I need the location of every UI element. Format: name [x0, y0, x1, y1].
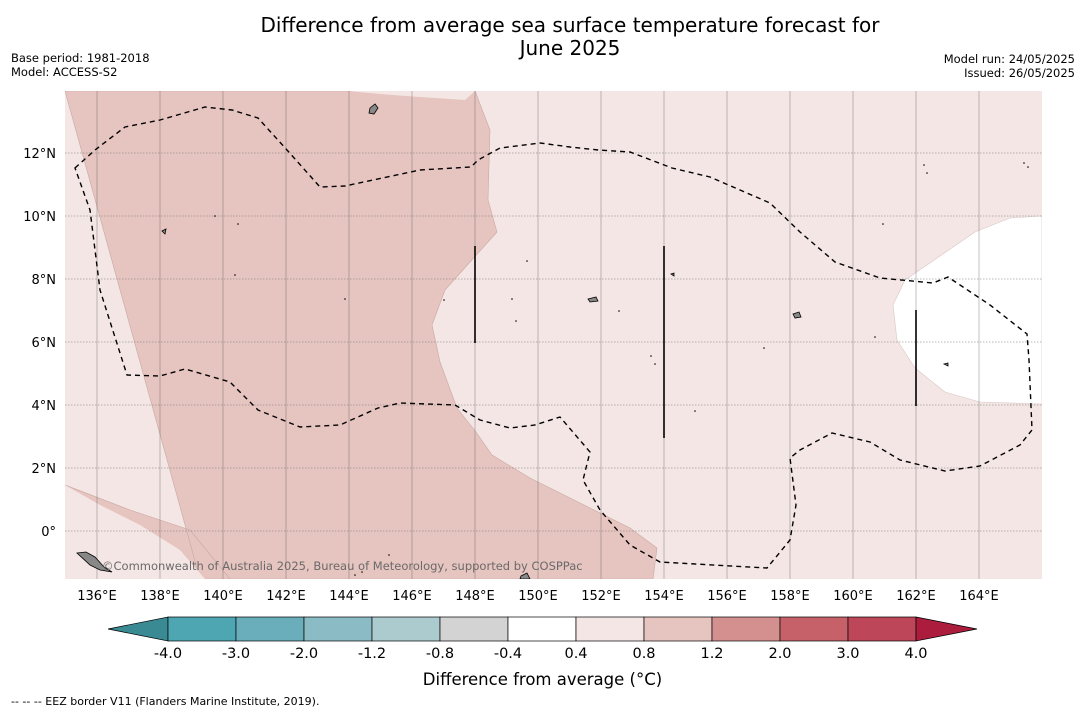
colorbar-tick-label: -3.0	[222, 646, 250, 662]
meta-left: Base period: 1981-2018 Model: ACCESS-S2	[11, 51, 150, 79]
lat-tick-label: 6°N	[32, 336, 57, 351]
lon-tick-label: 148°E	[455, 589, 495, 604]
meta-right: Model run: 24/05/2025 Issued: 26/05/2025	[944, 52, 1075, 80]
lon-tick-label: 154°E	[644, 589, 684, 604]
model-name: Model: ACCESS-S2	[11, 65, 118, 79]
lon-tick-label: 140°E	[203, 589, 243, 604]
lon-tick-label: 164°E	[959, 589, 999, 604]
anomaly-region-0.8-1.2	[65, 91, 658, 579]
colorbar-segment	[439, 616, 509, 642]
colorbar-segment	[371, 616, 441, 642]
colorbar-tick-label: 1.2	[700, 646, 723, 662]
island-guam	[368, 103, 379, 115]
base-period: Base period: 1981-2018	[11, 51, 150, 65]
colorbar-tick-label: -2.0	[290, 646, 318, 662]
lon-tick-label: 152°E	[581, 589, 621, 604]
colorbar-tick-label: -0.8	[426, 646, 454, 662]
island-small-a	[670, 272, 675, 277]
lon-tick-label: 136°E	[77, 589, 117, 604]
title-line1: Difference from average sea surface temp…	[260, 13, 880, 37]
attribution: ©Commonwealth of Australia 2025, Bureau …	[102, 559, 583, 573]
colorbar-segment	[711, 616, 781, 642]
colorbar-segment	[167, 616, 237, 642]
lon-tick-label: 150°E	[518, 589, 558, 604]
island-south	[519, 572, 531, 579]
lon-tick-label: 138°E	[140, 589, 180, 604]
map-area: ©Commonwealth of Australia 2025, Bureau …	[65, 91, 1042, 579]
island-kosrae	[942, 362, 949, 367]
lat-tick-label: 12°N	[23, 147, 56, 162]
lon-tick-label: 158°E	[770, 589, 810, 604]
colorbar-segment	[575, 616, 645, 642]
colorbar-segment	[643, 616, 713, 642]
longitude-labels: 136°E 138°E 140°E 142°E 144°E 146°E 148°E 150°E…	[77, 589, 999, 604]
colorbar-segment	[779, 616, 849, 642]
anomaly-region-0.4-0.8-southwest	[65, 485, 205, 579]
anomaly-region-neutral	[892, 215, 1042, 405]
lat-tick-label: 10°N	[23, 210, 56, 225]
lat-tick-label: 0°	[41, 525, 56, 540]
colorbar-tick-label: 3.0	[836, 646, 859, 662]
island-chuuk	[587, 296, 599, 303]
footnote: -- -- -- EEZ border V11 (Flanders Marine…	[11, 695, 320, 708]
title-line2: June 2025	[519, 36, 621, 60]
lon-tick-label: 146°E	[392, 589, 432, 604]
issued-date: Issued: 26/05/2025	[964, 66, 1075, 80]
lat-tick-label: 2°N	[32, 462, 57, 477]
colorbar-extend-low	[107, 616, 169, 642]
colorbar-tick-label: -1.2	[358, 646, 386, 662]
latitude-labels: 12°N 10°N 8°N 6°N 4°N 2°N 0°	[23, 147, 56, 540]
colorbar-label: Difference from average (°C)	[422, 670, 663, 689]
colorbar-tick-label: -0.4	[494, 646, 522, 662]
colorbar-segment	[507, 616, 577, 642]
island-yap	[161, 228, 167, 235]
colorbar-tick-label: 4.0	[904, 646, 927, 662]
island-pohnpei	[792, 311, 802, 319]
lon-tick-label: 144°E	[329, 589, 369, 604]
colorbar-tick-label: -4.0	[154, 646, 182, 662]
lon-tick-label: 142°E	[266, 589, 306, 604]
island-new-guinea	[76, 551, 113, 573]
colorbar-segment	[847, 616, 917, 642]
colorbar-segment	[303, 616, 373, 642]
lon-tick-label: 156°E	[707, 589, 747, 604]
lat-tick-label: 4°N	[32, 399, 57, 414]
colorbar-tick-label: 0.8	[632, 646, 655, 662]
islets	[214, 162, 1029, 576]
islands	[76, 103, 949, 579]
lat-tick-label: 8°N	[32, 273, 57, 288]
colorbar-tick-label: 2.0	[768, 646, 791, 662]
colorbar-segment	[235, 616, 305, 642]
colorbar-extend-high	[915, 616, 978, 642]
lon-tick-label: 162°E	[896, 589, 936, 604]
map-title: Difference from average sea surface temp…	[0, 14, 1085, 60]
anomaly-region-0.4-0.8-north	[348, 91, 475, 100]
colorbar: -4.0 -3.0 -2.0 -1.2 -0.8 -0.4 0.4 0.8 1.2 2.0 3.0 4…	[107, 616, 978, 662]
model-run: Model run: 24/05/2025	[943, 52, 1075, 66]
colorbar-tick-label: 0.4	[564, 646, 587, 662]
eez-border	[74, 106, 1033, 569]
lon-tick-label: 160°E	[833, 589, 873, 604]
